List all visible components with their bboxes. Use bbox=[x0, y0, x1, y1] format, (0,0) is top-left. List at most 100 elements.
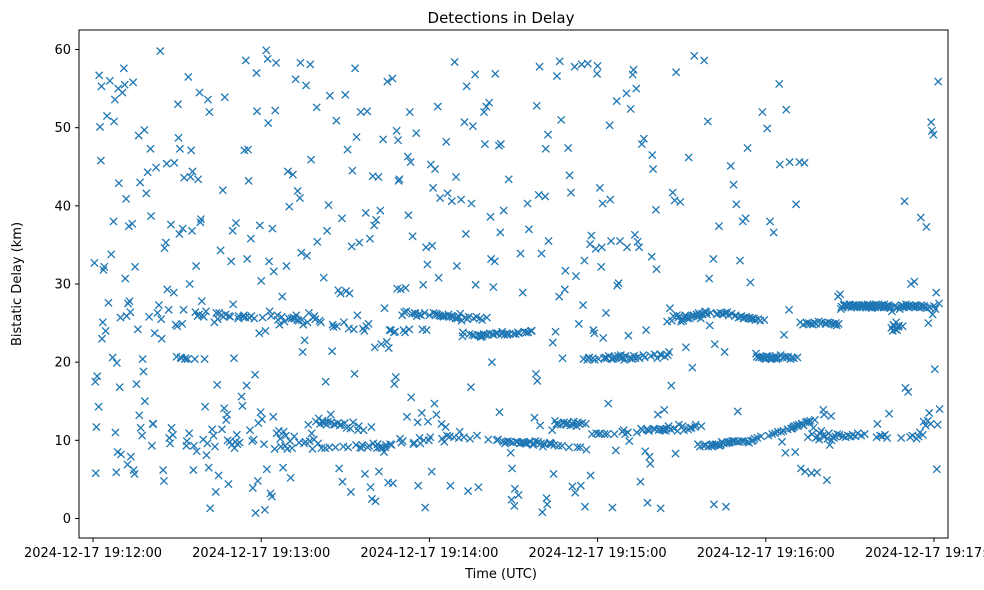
data-point bbox=[417, 408, 426, 418]
data-point bbox=[218, 186, 227, 195]
data-point bbox=[391, 327, 400, 336]
data-point bbox=[94, 402, 103, 411]
data-point bbox=[661, 426, 670, 435]
data-point bbox=[128, 219, 137, 228]
data-point bbox=[196, 218, 205, 227]
data-point bbox=[531, 437, 540, 446]
data-point bbox=[924, 319, 933, 328]
data-point bbox=[642, 326, 651, 335]
data-point bbox=[95, 122, 105, 131]
data-point bbox=[570, 62, 579, 71]
data-point bbox=[269, 412, 278, 421]
data-point bbox=[331, 443, 340, 452]
data-point bbox=[192, 261, 201, 271]
data-point bbox=[297, 315, 306, 325]
data-point bbox=[571, 272, 581, 281]
data-point bbox=[775, 79, 784, 88]
y-axis-label: Bistatic Delay (km) bbox=[10, 222, 25, 346]
data-point bbox=[667, 381, 676, 390]
data-point bbox=[400, 308, 409, 317]
x-axis: 2024-12-17 19:12:00 2024-12-17 19:13:00 20… bbox=[24, 538, 984, 561]
data-point bbox=[188, 167, 197, 176]
data-point bbox=[349, 418, 358, 427]
data-point bbox=[224, 480, 233, 489]
data-point bbox=[784, 305, 794, 314]
data-point bbox=[428, 183, 438, 192]
data-point bbox=[405, 108, 414, 117]
y-tick-label: 0 bbox=[63, 512, 71, 527]
data-point bbox=[885, 409, 894, 418]
data-point bbox=[781, 448, 790, 457]
data-point bbox=[564, 443, 574, 452]
data-point bbox=[676, 197, 685, 206]
data-point bbox=[206, 504, 215, 513]
data-point bbox=[248, 483, 257, 493]
data-point bbox=[256, 408, 265, 417]
data-point bbox=[109, 117, 119, 126]
data-point bbox=[132, 379, 141, 389]
data-point bbox=[97, 334, 107, 343]
data-point bbox=[587, 231, 596, 240]
data-point bbox=[332, 116, 341, 125]
data-point bbox=[441, 422, 450, 432]
data-point bbox=[688, 363, 697, 372]
data-point bbox=[720, 347, 729, 357]
data-point bbox=[261, 326, 270, 335]
data-point bbox=[337, 214, 347, 223]
data-point bbox=[133, 325, 142, 334]
data-point bbox=[813, 468, 822, 477]
data-point bbox=[365, 234, 375, 243]
data-point bbox=[138, 431, 147, 440]
data-point bbox=[756, 432, 766, 441]
data-point bbox=[332, 322, 341, 331]
data-point bbox=[421, 503, 430, 512]
data-point bbox=[163, 285, 172, 294]
data-point bbox=[116, 313, 125, 322]
data-point bbox=[208, 425, 217, 434]
data-point bbox=[152, 163, 161, 172]
data-point bbox=[928, 310, 937, 319]
data-point bbox=[123, 299, 133, 308]
data-point bbox=[259, 440, 269, 449]
data-point bbox=[217, 425, 227, 434]
data-point bbox=[323, 226, 332, 235]
data-point bbox=[916, 213, 925, 222]
data-point bbox=[164, 305, 173, 314]
data-point bbox=[382, 337, 391, 346]
data-point bbox=[670, 196, 679, 205]
data-point bbox=[353, 311, 362, 320]
data-point bbox=[931, 304, 940, 314]
data-point bbox=[481, 330, 490, 339]
x-tick-label: 2024-12-17 19:13:00 bbox=[192, 546, 330, 561]
data-point bbox=[358, 440, 367, 450]
data-point bbox=[623, 428, 632, 437]
data-point bbox=[453, 314, 462, 323]
data-point bbox=[457, 195, 466, 204]
data-point bbox=[496, 140, 505, 149]
data-point bbox=[104, 298, 113, 307]
data-point bbox=[430, 399, 439, 408]
data-point bbox=[348, 166, 357, 175]
data-point bbox=[271, 106, 280, 115]
data-point bbox=[516, 249, 525, 258]
data-point bbox=[253, 476, 262, 486]
data-point bbox=[402, 307, 411, 316]
data-point bbox=[305, 437, 314, 446]
data-point bbox=[818, 431, 827, 440]
data-point bbox=[307, 155, 316, 164]
data-point bbox=[822, 476, 831, 485]
data-point bbox=[252, 107, 262, 116]
data-point bbox=[758, 108, 767, 117]
data-point bbox=[220, 93, 229, 102]
x-tick-label: 2024-12-17 19:12:00 bbox=[24, 546, 162, 561]
data-point bbox=[404, 211, 413, 220]
data-point bbox=[557, 115, 566, 124]
data-point bbox=[147, 441, 156, 450]
data-point bbox=[328, 320, 337, 329]
y-tick-label: 40 bbox=[54, 199, 71, 214]
data-point bbox=[288, 170, 297, 179]
data-point bbox=[335, 464, 344, 473]
data-point bbox=[645, 452, 654, 461]
data-point bbox=[319, 273, 328, 282]
